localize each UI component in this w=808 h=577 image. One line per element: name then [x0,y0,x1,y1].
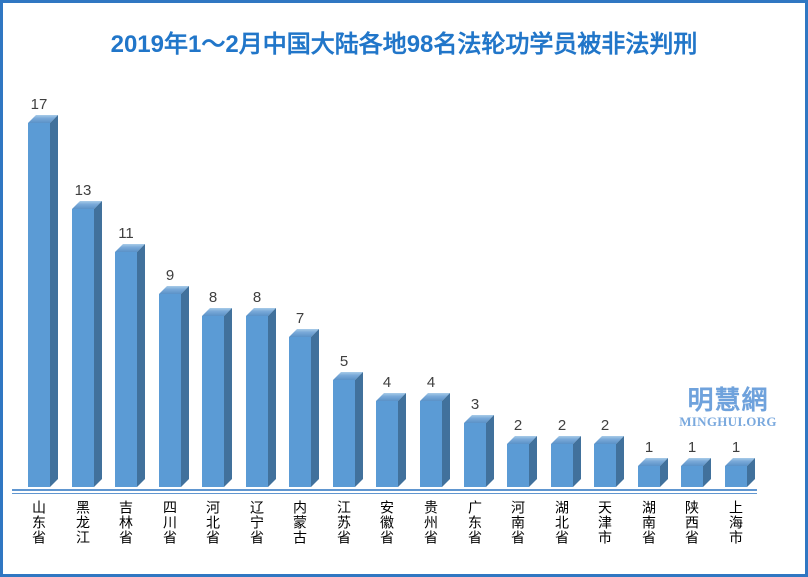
bar-value-label: 2 [557,417,567,434]
bar-front-face [28,123,50,487]
bar-value-label: 4 [382,374,392,391]
bar-front-face [72,209,94,487]
bar-value-label: 7 [295,310,305,327]
bar-value-label: 3 [470,396,480,413]
x-axis-label: 河北省 [205,500,221,545]
bar-内蒙古: 7 内蒙古 [289,310,319,545]
bar-湖南省: 1 湖南省 [638,439,668,545]
bar-side-face [616,436,624,487]
bar-front-face [115,252,137,487]
bar-山东省: 17 山东省 [28,96,58,545]
bar-河北省: 8 河北省 [202,289,232,545]
bar-安徽省: 4 安徽省 [376,374,406,545]
bar-吉林省: 11 吉林省 [115,225,145,545]
x-axis-label: 吉林省 [118,500,134,545]
bar-黑龙江: 13 黑龙江 [72,182,102,545]
bar-上海市: 1 上海市 [725,439,755,545]
x-axis-label: 湖南省 [641,500,657,545]
bar-天津市: 2 天津市 [594,417,624,545]
bar-value-label: 17 [30,96,48,113]
bar-value-label: 2 [600,417,610,434]
bar-value-label: 8 [252,289,262,306]
bar-陕西省: 1 陕西省 [681,439,711,545]
bar-front-face [420,401,442,487]
bar-side-face [50,115,58,487]
bar-front-face [159,294,181,487]
bar-front-face [333,380,355,487]
bar-value-label: 4 [426,374,436,391]
x-axis-label: 广东省 [467,500,483,545]
bar-front-face [376,401,398,487]
bar-side-face [529,436,537,487]
x-axis-label: 四川省 [162,500,178,545]
bar-value-label: 1 [644,439,654,456]
bar-front-face [246,316,268,487]
x-axis-label: 河南省 [510,500,526,545]
bar-front-face [464,423,486,487]
bar-side-face [355,372,363,487]
bar-side-face [224,308,232,487]
x-axis-label: 黑龙江 [75,500,91,545]
bar-value-label: 1 [731,439,741,456]
bar-value-label: 2 [513,417,523,434]
x-axis-line-lower [12,493,757,494]
bar-value-label: 1 [687,439,697,456]
bar-side-face [137,244,145,487]
bar-side-face [398,393,406,487]
x-axis-label: 山东省 [31,500,47,545]
bar-value-label: 13 [74,182,92,199]
bar-front-face [202,316,224,487]
minghui-site-text: MINGHUI.ORG [679,414,777,429]
bar-广东省: 3 广东省 [464,396,494,545]
bar-side-face [311,329,319,487]
minghui-logo-text: 明慧網 [687,385,769,415]
bar-四川省: 9 四川省 [159,267,189,545]
bar-value-label: 5 [339,353,349,370]
bar-value-label: 9 [165,267,175,284]
x-axis-label: 上海市 [728,500,744,545]
bar-front-face [638,466,660,487]
bar-湖北省: 2 湖北省 [551,417,581,545]
bar-side-face [442,393,450,487]
bar-side-face [181,286,189,487]
bar-front-face [681,466,703,487]
bar-front-face [289,337,311,487]
bar-front-face [507,444,529,487]
bar-side-face [94,201,102,487]
x-axis-label: 陕西省 [684,500,700,545]
x-axis-label: 天津市 [597,500,613,545]
bar-side-face [486,415,494,487]
bar-front-face [551,444,573,487]
bar-side-face [573,436,581,487]
bar-河南省: 2 河南省 [507,417,537,545]
bar-side-face [268,308,276,487]
watermark: 明慧網 MINGHUI.ORG [678,387,778,430]
bar-front-face [594,444,616,487]
x-axis-line-upper [12,489,757,491]
x-axis-label: 贵州省 [423,500,439,545]
x-axis-label: 湖北省 [554,500,570,545]
bar-江苏省: 5 江苏省 [333,353,363,545]
bar-辽宁省: 8 辽宁省 [246,289,276,545]
x-axis-label: 内蒙古 [292,500,308,545]
bar-value-label: 8 [208,289,218,306]
bar-贵州省: 4 贵州省 [420,374,450,545]
x-axis-label: 辽宁省 [249,500,265,545]
x-axis-label: 江苏省 [336,500,352,545]
bar-front-face [725,466,747,487]
bar-value-label: 11 [118,225,134,242]
chart-title: 2019年1～2月中国大陆各地98名法轮功学员被非法判刑 [110,31,698,58]
x-axis-label: 安徽省 [379,500,395,545]
